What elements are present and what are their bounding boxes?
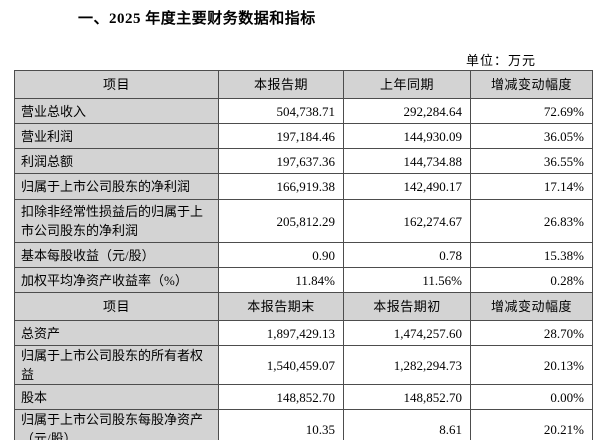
value-current: 197,637.36 — [218, 148, 344, 174]
unit-label: 单位：万元 — [466, 53, 537, 68]
value-current: 11.84% — [218, 267, 344, 293]
header-current-period: 本报告期 — [218, 70, 344, 99]
row-label: 加权平均净资产收益率（%） — [14, 267, 219, 293]
page-title: 一、2025 年度主要财务数据和指标 — [78, 11, 316, 27]
value-current: 504,738.71 — [218, 98, 344, 124]
value-current: 10.35 — [218, 409, 344, 440]
value-change: 17.14% — [470, 173, 593, 200]
value-prior: 162,274.67 — [343, 199, 471, 243]
value-prior: 148,852.70 — [343, 384, 471, 410]
value-current: 197,184.46 — [218, 123, 344, 149]
table-row-share-capital: 股本 148,852.70 148,852.70 0.00% — [14, 384, 593, 410]
row-label: 利润总额 — [14, 148, 219, 174]
value-prior: 1,282,294.73 — [343, 345, 471, 385]
value-current: 1,540,459.07 — [218, 345, 344, 385]
value-change: 36.55% — [470, 148, 593, 174]
value-prior: 1,474,257.60 — [343, 320, 471, 346]
value-current: 148,852.70 — [218, 384, 344, 410]
financial-table: 项目 本报告期 上年同期 增减变动幅度 营业总收入 504,738.71 292… — [14, 70, 593, 440]
value-change: 20.13% — [470, 345, 593, 385]
header-change: 增减变动幅度 — [470, 292, 593, 321]
row-label: 总资产 — [14, 320, 219, 346]
value-current: 205,812.29 — [218, 199, 344, 243]
row-label: 归属于上市公司股东的净利润 — [14, 173, 219, 200]
row-label: 基本每股收益（元/股） — [14, 242, 219, 268]
table-row-operating-profit: 营业利润 197,184.46 144,930.09 36.05% — [14, 123, 593, 149]
table-row-owners-equity: 归属于上市公司股东的所有者权益 1,540,459.07 1,282,294.7… — [14, 345, 593, 385]
table-row-basic-eps: 基本每股收益（元/股） 0.90 0.78 15.38% — [14, 242, 593, 268]
header-prior-period: 上年同期 — [343, 70, 471, 99]
value-change: 0.00% — [470, 384, 593, 410]
row-label: 营业总收入 — [14, 98, 219, 124]
table-row-net-profit: 归属于上市公司股东的净利润 166,919.38 142,490.17 17.1… — [14, 173, 593, 200]
value-change: 0.28% — [470, 267, 593, 293]
row-label: 归属于上市公司股东的所有者权益 — [14, 345, 219, 385]
value-prior: 8.61 — [343, 409, 471, 440]
row-label: 营业利润 — [14, 123, 219, 149]
value-current: 0.90 — [218, 242, 344, 268]
table-row-total-assets: 总资产 1,897,429.13 1,474,257.60 28.70% — [14, 320, 593, 346]
section2-header-row: 项目 本报告期末 本报告期初 增减变动幅度 — [14, 292, 593, 321]
value-prior: 144,734.88 — [343, 148, 471, 174]
header-change: 增减变动幅度 — [470, 70, 593, 99]
header-item: 项目 — [14, 70, 219, 99]
value-prior: 142,490.17 — [343, 173, 471, 200]
value-change: 72.69% — [470, 98, 593, 124]
table-row-weighted-roe: 加权平均净资产收益率（%） 11.84% 11.56% 0.28% — [14, 267, 593, 293]
row-label: 股本 — [14, 384, 219, 410]
header-item: 项目 — [14, 292, 219, 321]
section1-header-row: 项目 本报告期 上年同期 增减变动幅度 — [14, 70, 593, 99]
row-label: 扣除非经常性损益后的归属于上市公司股东的净利润 — [14, 199, 219, 243]
table-row-net-assets-per-share: 归属于上市公司股东每股净资产（元/股） 10.35 8.61 20.21% — [14, 409, 593, 440]
table-row-total-profit: 利润总额 197,637.36 144,734.88 36.55% — [14, 148, 593, 174]
row-label: 归属于上市公司股东每股净资产（元/股） — [14, 409, 219, 440]
value-prior: 144,930.09 — [343, 123, 471, 149]
value-current: 1,897,429.13 — [218, 320, 344, 346]
value-change: 26.83% — [470, 199, 593, 243]
table-row-revenue: 营业总收入 504,738.71 292,284.64 72.69% — [14, 98, 593, 124]
value-prior: 0.78 — [343, 242, 471, 268]
value-prior: 292,284.64 — [343, 98, 471, 124]
value-change: 20.21% — [470, 409, 593, 440]
value-change: 15.38% — [470, 242, 593, 268]
value-change: 28.70% — [470, 320, 593, 346]
header-period-end: 本报告期末 — [218, 292, 344, 321]
table-row-net-profit-excl-nonrecurring: 扣除非经常性损益后的归属于上市公司股东的净利润 205,812.29 162,2… — [14, 199, 593, 243]
value-change: 36.05% — [470, 123, 593, 149]
header-period-start: 本报告期初 — [343, 292, 471, 321]
value-prior: 11.56% — [343, 267, 471, 293]
value-current: 166,919.38 — [218, 173, 344, 200]
